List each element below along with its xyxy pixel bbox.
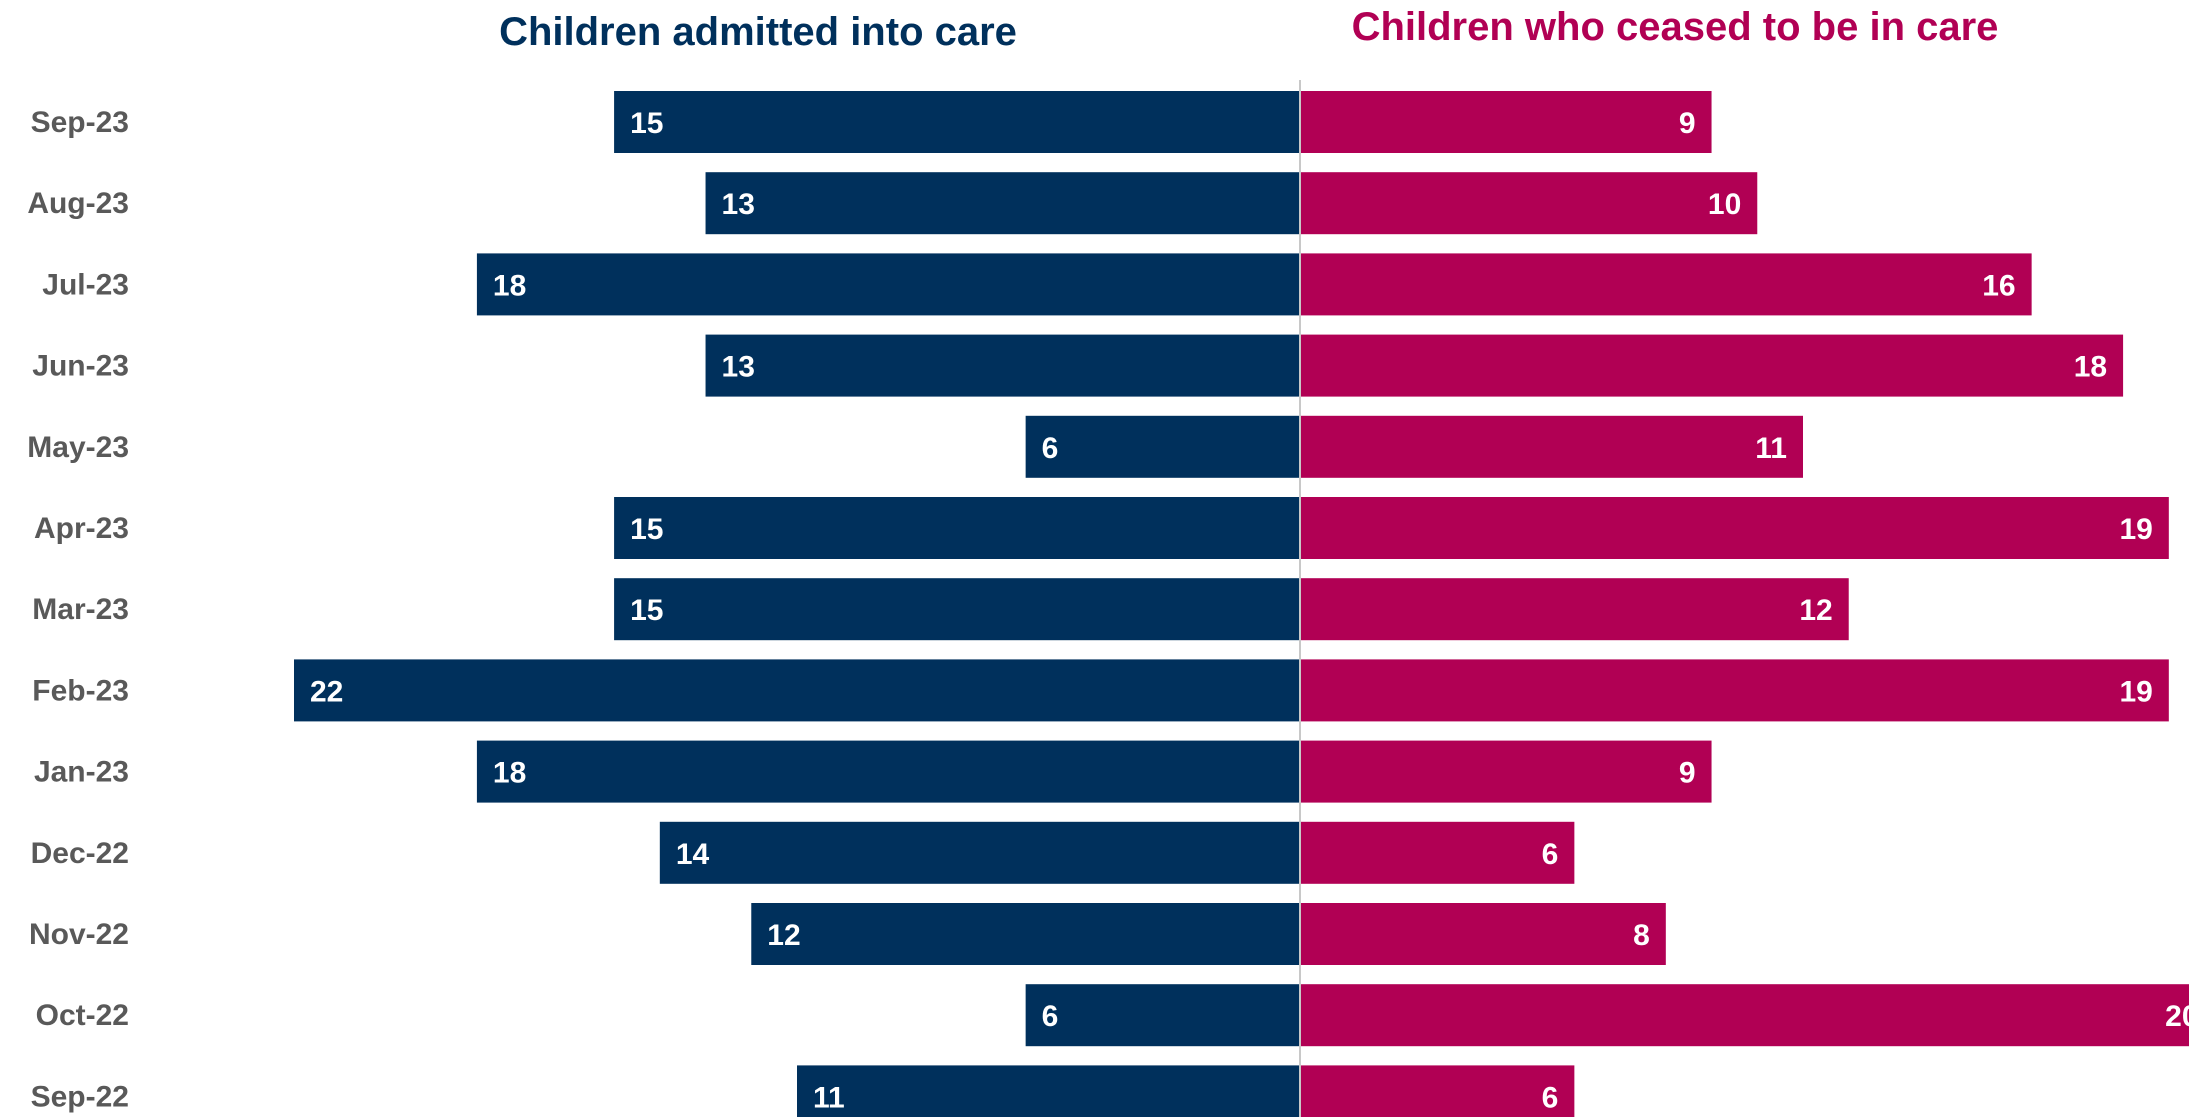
admitted-bar xyxy=(705,172,1300,235)
ceased-value-label: 6 xyxy=(1542,1081,1559,1114)
admitted-bar xyxy=(1025,415,1300,478)
ceased-value-label: 19 xyxy=(2119,675,2152,708)
admitted-bar xyxy=(614,91,1300,153)
category-label: Mar-23 xyxy=(32,593,129,626)
bars-group: Sep-23 15 9 Aug-23 13 10 Jul-23 18 16 Jun-23 13 18 M… xyxy=(27,91,2189,1117)
ceased-value-label: 16 xyxy=(1982,269,2015,302)
ceased-bar xyxy=(1300,334,2124,397)
ceased-bar xyxy=(1300,740,1712,803)
category-label: Jun-23 xyxy=(32,350,129,383)
ceased-value-label: 8 xyxy=(1633,919,1650,952)
admitted-bar xyxy=(751,903,1300,965)
admitted-value-label: 15 xyxy=(630,594,663,627)
ceased-value-label: 10 xyxy=(1708,188,1741,221)
category-label: Jan-23 xyxy=(34,756,129,789)
admitted-value-label: 15 xyxy=(630,513,663,546)
ceased-bar xyxy=(1300,659,2169,722)
category-label: May-23 xyxy=(27,431,129,464)
ceased-value-label: 12 xyxy=(1799,594,1832,627)
admitted-bar xyxy=(1025,984,1300,1047)
category-label: Feb-23 xyxy=(32,674,129,707)
admitted-bar xyxy=(614,497,1300,559)
ceased-value-label: 9 xyxy=(1679,757,1696,790)
admitted-value-label: 6 xyxy=(1042,432,1059,465)
category-label: Apr-23 xyxy=(34,512,129,545)
ceased-bar xyxy=(1300,497,2169,559)
admitted-bar xyxy=(797,1065,1300,1117)
admitted-value-label: 11 xyxy=(813,1081,845,1114)
ceased-value-label: 9 xyxy=(1679,107,1696,140)
admitted-bar xyxy=(705,334,1300,397)
ceased-value-label: 18 xyxy=(2074,351,2107,384)
admitted-bar xyxy=(476,740,1301,803)
admitted-value-label: 6 xyxy=(1042,1000,1059,1033)
ceased-bar xyxy=(1300,821,1575,884)
admitted-bar xyxy=(659,821,1300,884)
admitted-value-label: 14 xyxy=(676,838,710,871)
ceased-bar xyxy=(1300,578,1849,641)
ceased-value-label: 6 xyxy=(1542,838,1559,871)
admitted-bar xyxy=(614,578,1300,641)
admitted-bar xyxy=(476,253,1301,316)
admitted-value-label: 18 xyxy=(493,757,526,790)
ceased-bar xyxy=(1300,903,1666,965)
ceased-bar xyxy=(1300,1065,1575,1117)
category-label: Oct-22 xyxy=(36,999,129,1032)
category-label: Jul-23 xyxy=(42,268,129,301)
admitted-value-label: 22 xyxy=(310,675,343,708)
category-label: Dec-22 xyxy=(31,837,129,870)
left-series-title: Children admitted into care xyxy=(499,10,1017,54)
category-label: Nov-22 xyxy=(29,918,129,951)
category-label: Sep-22 xyxy=(31,1080,129,1113)
admitted-value-label: 18 xyxy=(493,269,526,302)
ceased-value-label: 11 xyxy=(1755,432,1787,465)
admitted-value-label: 12 xyxy=(767,919,800,952)
category-label: Sep-23 xyxy=(31,106,129,139)
ceased-bar xyxy=(1300,253,2032,316)
admitted-bar xyxy=(294,659,1300,722)
ceased-bar xyxy=(1300,415,1803,478)
category-label: Aug-23 xyxy=(27,187,129,220)
admitted-value-label: 15 xyxy=(630,107,663,140)
admitted-value-label: 13 xyxy=(722,351,755,384)
ceased-value-label: 20 xyxy=(2165,1000,2189,1033)
ceased-bar xyxy=(1300,172,1758,235)
ceased-bar xyxy=(1300,91,1712,153)
ceased-bar xyxy=(1300,984,2189,1047)
admitted-value-label: 13 xyxy=(722,188,755,221)
right-series-title: Children who ceased to be in care xyxy=(1352,5,1999,49)
ceased-value-label: 19 xyxy=(2119,513,2152,546)
